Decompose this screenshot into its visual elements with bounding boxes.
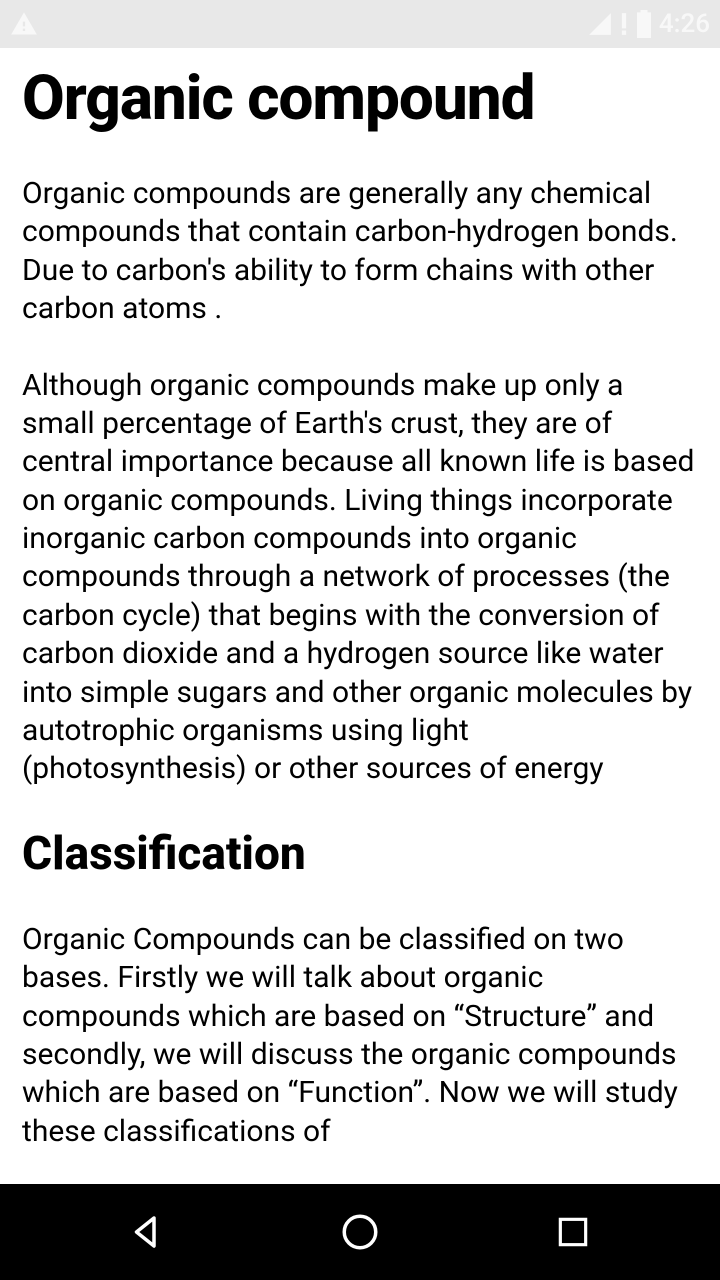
- section-title-classification: Classification: [22, 827, 698, 881]
- classification-paragraph: Organic Compounds can be classified on t…: [22, 921, 698, 1151]
- intro-paragraph-2: Although organic compounds make up only …: [22, 367, 698, 789]
- back-button[interactable]: [67, 1184, 227, 1280]
- home-button[interactable]: [280, 1184, 440, 1280]
- alert-icon: [619, 11, 629, 37]
- recent-apps-button[interactable]: [493, 1184, 653, 1280]
- status-right: 4:26: [587, 9, 710, 39]
- intro-paragraph-1: Organic compounds are generally any chem…: [22, 175, 698, 329]
- android-navigation-bar: [0, 1184, 720, 1280]
- article-content[interactable]: Organic compound Organic compounds are g…: [0, 48, 720, 1184]
- status-left-icons: [10, 10, 38, 38]
- status-time: 4:26: [659, 9, 710, 39]
- page-title: Organic compound: [22, 66, 698, 133]
- battery-charging-icon: [635, 10, 653, 38]
- status-bar: 4:26: [0, 0, 720, 48]
- cellular-signal-icon: [587, 11, 613, 37]
- warning-icon: [10, 10, 38, 38]
